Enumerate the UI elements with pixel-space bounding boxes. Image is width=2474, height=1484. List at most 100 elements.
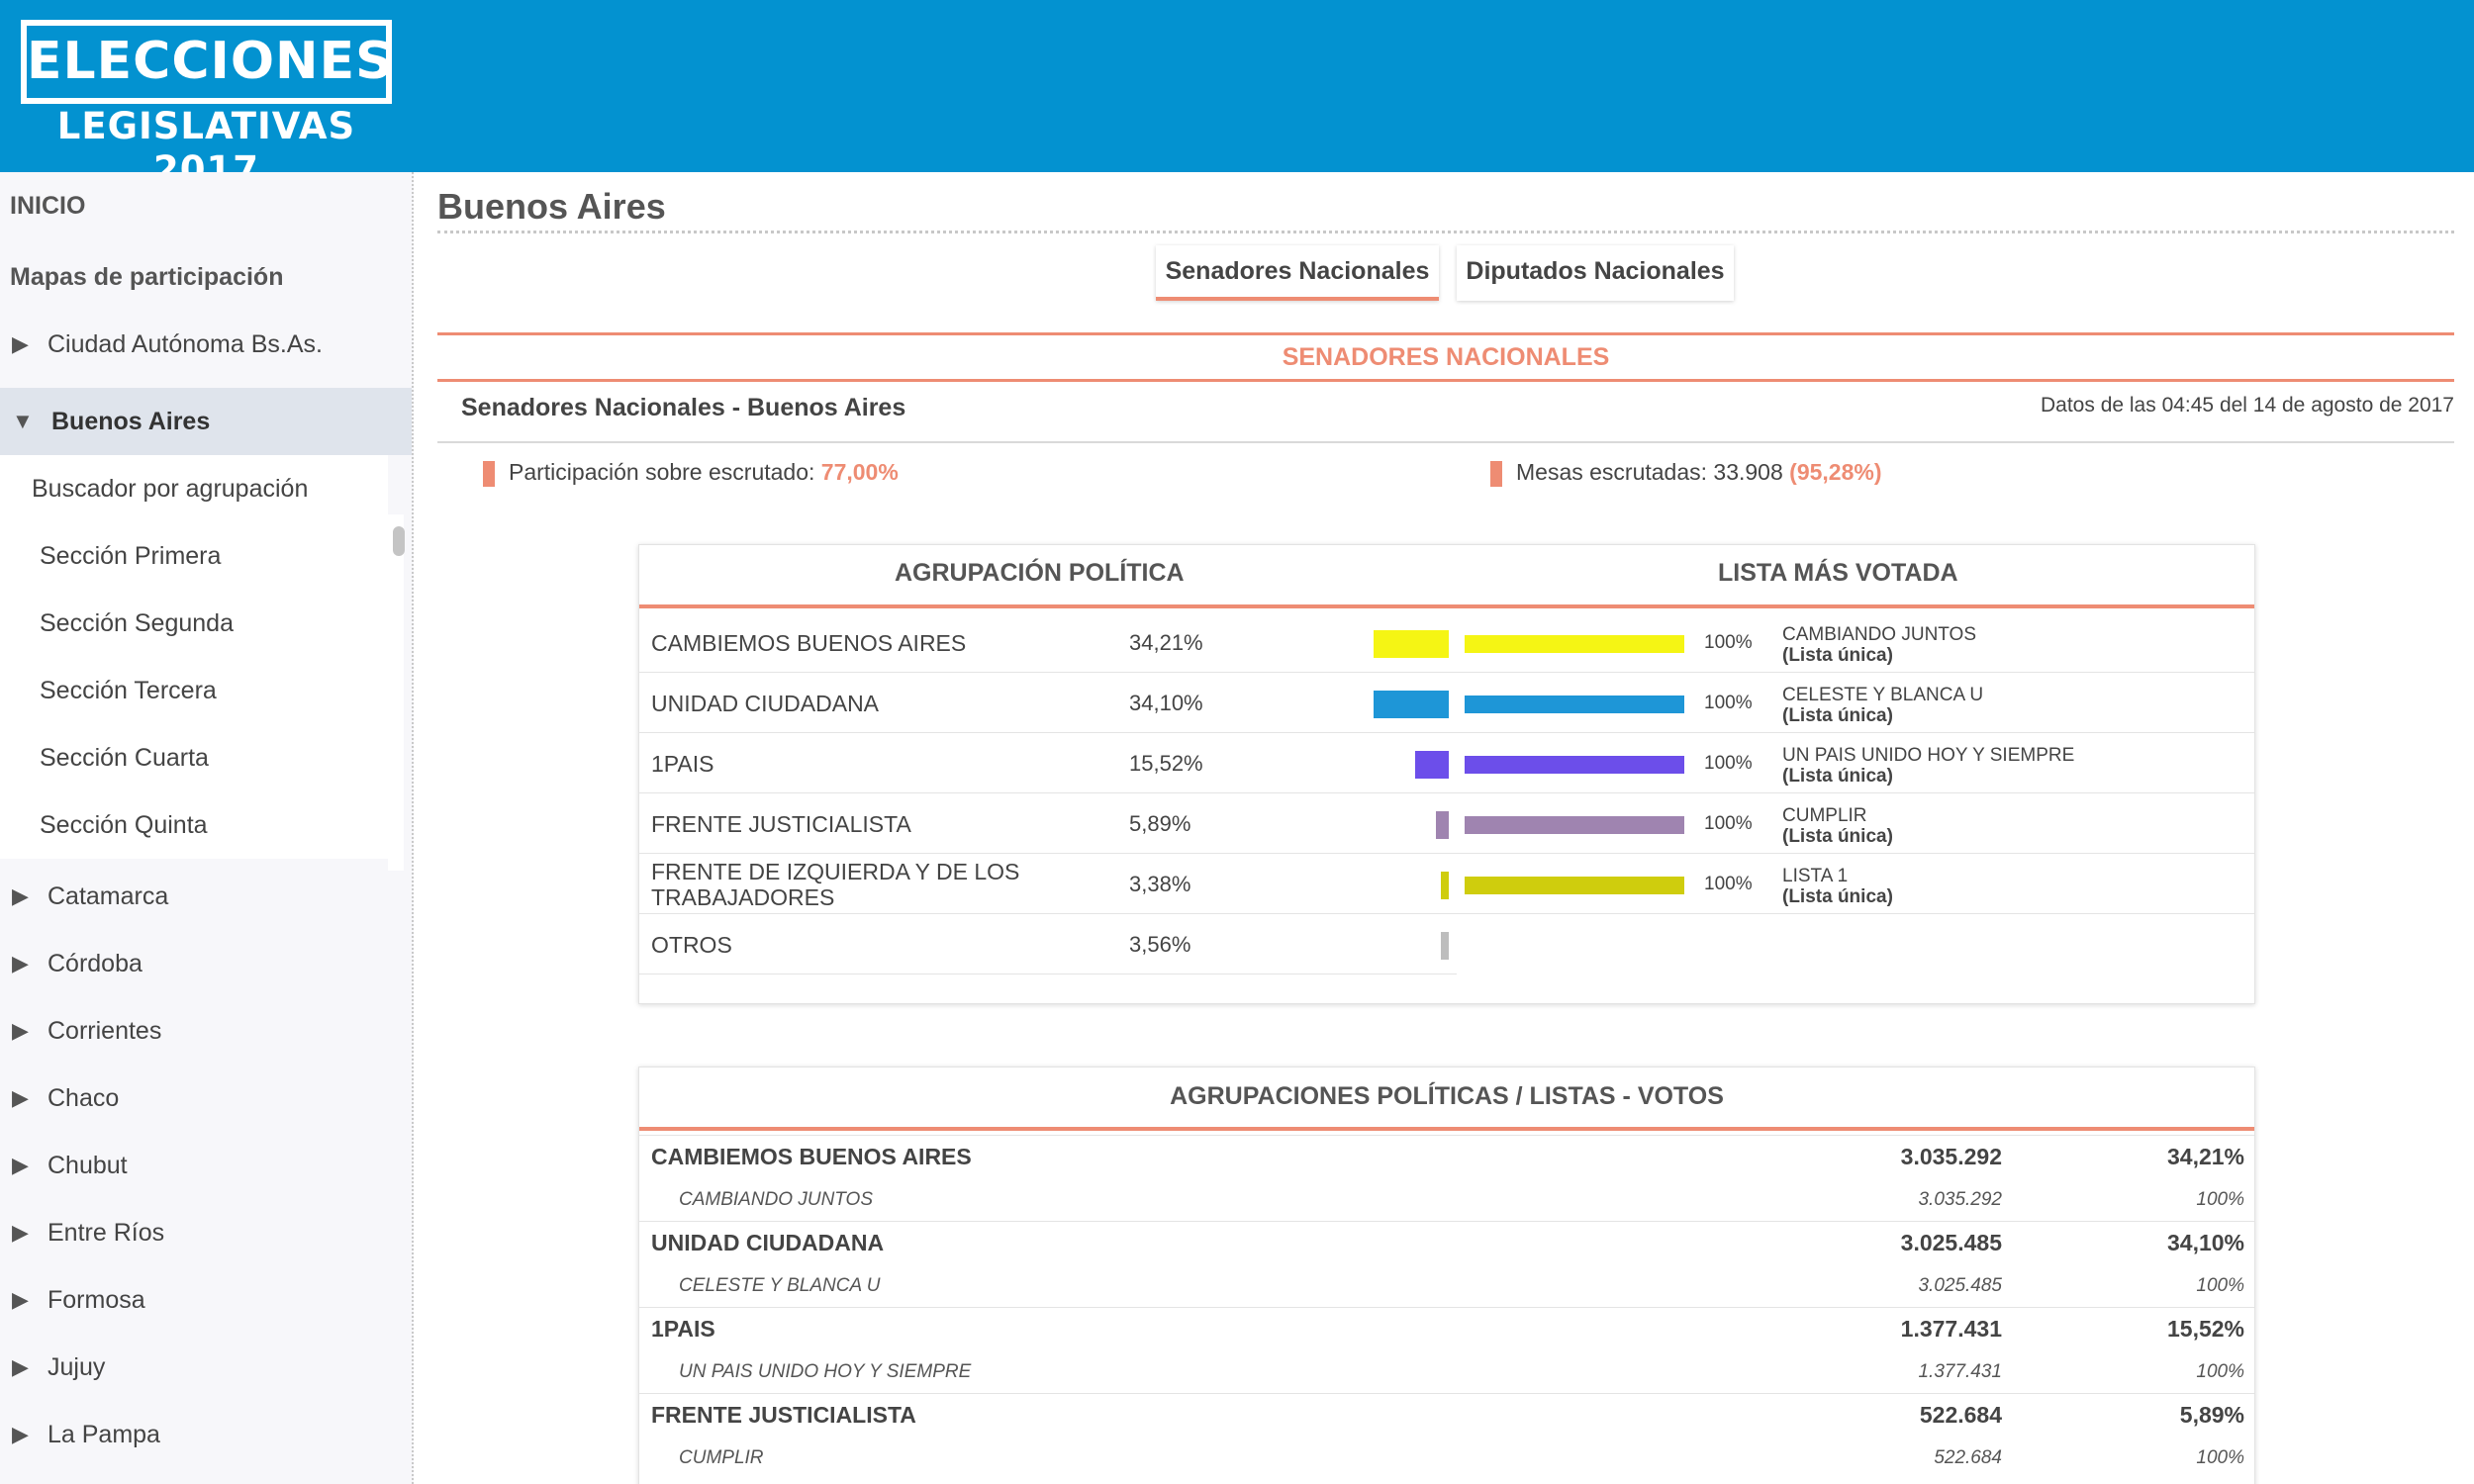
list-name: CELESTE Y BLANCA U: [1782, 685, 1984, 705]
sidebar-item-buenos-aires[interactable]: ▼ Buenos Aires: [0, 388, 412, 455]
tab-senadores[interactable]: Senadores Nacionales: [1156, 245, 1439, 301]
votes-count: 3.025.485: [1918, 1275, 2002, 1296]
sidebar-item-province[interactable]: ▶ Entre Ríos: [0, 1199, 412, 1266]
votes-list-row[interactable]: CELESTE Y BLANCA U 3.025.485 100%: [639, 1264, 2254, 1307]
section-header: SENADORES NACIONALES: [437, 332, 2454, 382]
triangle-right-icon: ▶: [12, 1354, 29, 1379]
sidebar-item-seccion[interactable]: Sección Quinta: [0, 791, 388, 859]
party-share-bar: [1436, 811, 1449, 839]
results-row[interactable]: FRENTE JUSTICIALISTA 5,89% 100% CUMPLIR (Lis…: [639, 793, 2254, 854]
sidebar-item-inicio[interactable]: INICIO: [0, 172, 412, 239]
votes-list-row[interactable]: UN PAIS UNIDO HOY Y SIEMPRE 1.377.431 100%: [639, 1350, 2254, 1393]
results-row[interactable]: UNIDAD CIUDADANA 34,10% 100% CELESTE Y BLAN…: [639, 673, 2254, 733]
votes-name: CELESTE Y BLANCA U: [679, 1275, 881, 1296]
results-row[interactable]: 1PAIS 15,52% 100% UN PAIS UNIDO HOY Y SIEMP…: [639, 733, 2254, 793]
sidebar-item-label: Mapas de participación: [10, 263, 284, 291]
results-row[interactable]: CAMBIEMOS BUENOS AIRES 34,21% 100% CAMBIAND…: [639, 612, 2254, 673]
list-note: (Lista única): [1782, 645, 1893, 666]
sidebar-item-label: Sección Primera: [40, 542, 222, 570]
votes-list-row[interactable]: CAMBIANDO JUNTOS 3.035.292 100%: [639, 1178, 2254, 1221]
votes-name: 1PAIS: [651, 1316, 715, 1342]
triangle-right-icon: ▶: [12, 1287, 29, 1312]
votes-name: FRENTE JUSTICIALISTA: [651, 1402, 916, 1428]
sidebar-item-province[interactable]: ▶ Formosa: [0, 1266, 412, 1334]
list-note: (Lista única): [1782, 826, 1893, 847]
votes-count: 1.377.431: [1900, 1316, 2002, 1342]
list-pct: 100%: [1704, 753, 1753, 774]
votes-count: 1.377.431: [1918, 1361, 2002, 1382]
sidebar-item-province[interactable]: ▶ La Pampa: [0, 1401, 412, 1468]
votes-party-row[interactable]: FRENTE JUSTICIALISTA 522.684 5,89%: [639, 1393, 2254, 1436]
sidebar-item-province[interactable]: ▶ Córdoba: [0, 930, 412, 997]
sidebar-item-province[interactable]: ▶ Chubut: [0, 1132, 412, 1199]
votes-party-row[interactable]: UNIDAD CIUDADANA 3.025.485 34,10%: [639, 1221, 2254, 1263]
votes-party-row[interactable]: 1PAIS 1.377.431 15,52%: [639, 1307, 2254, 1349]
triangle-right-icon: ▶: [12, 1422, 29, 1446]
sidebar-item-label: Catamarca: [48, 882, 169, 910]
triangle-down-icon: ▼: [12, 409, 34, 433]
party-share-bar: [1374, 630, 1449, 658]
votes-name: CUMPLIR: [679, 1447, 764, 1468]
sidebar-item-label: Entre Ríos: [48, 1219, 165, 1247]
sidebar-item-label: Buscador por agrupación: [32, 475, 309, 503]
list-name-block: UN PAIS UNIDO HOY Y SIEMPRE (Lista única): [1782, 745, 2074, 787]
votes-count: 522.684: [1934, 1447, 2002, 1468]
sidebar-item-label: INICIO: [10, 192, 86, 220]
votes-list-row[interactable]: CUMPLIR 522.684 100%: [639, 1437, 2254, 1479]
sidebar-item-province[interactable]: ▶ Jujuy: [0, 1334, 412, 1401]
votes-party-row[interactable]: CAMBIEMOS BUENOS AIRES 3.035.292 34,21%: [639, 1135, 2254, 1177]
sidebar-item-label: Ciudad Autónoma Bs.As.: [48, 330, 323, 358]
sidebar-item-buscador[interactable]: Buscador por agrupación: [0, 455, 388, 522]
list-note: (Lista única): [1782, 766, 1893, 787]
sidebar-item-label: Corrientes: [48, 1017, 162, 1045]
party-share-bar: [1415, 751, 1449, 779]
party-pct: 34,10%: [1129, 691, 1203, 715]
list-pct: 100%: [1704, 813, 1753, 834]
sidebar-scroll-track[interactable]: [388, 514, 404, 871]
votes-count: 3.025.485: [1900, 1230, 2002, 1255]
header: ELECCIONES LEGISLATIVAS 2017: [0, 0, 2474, 191]
votes-table-header: AGRUPACIONES POLÍTICAS / LISTAS - VOTOS: [639, 1067, 2254, 1131]
sidebar-item-mapas[interactable]: Mapas de participación: [0, 243, 412, 311]
votes-pct: 100%: [2196, 1275, 2244, 1296]
sidebar-scroll-thumb[interactable]: [393, 526, 405, 556]
party-name: 1PAIS: [651, 750, 714, 777]
results-row[interactable]: FRENTE DE IZQUIERDA Y DE LOS TRABAJADORE…: [639, 854, 2254, 914]
sidebar-item-label: Sección Tercera: [40, 677, 217, 704]
sidebar-item-label: Sección Cuarta: [40, 744, 209, 772]
bullet-marker: [483, 460, 495, 487]
sidebar-item-province[interactable]: ▶ Catamarca: [0, 863, 412, 930]
votes-count: 3.035.292: [1918, 1189, 2002, 1210]
votes-name: CAMBIEMOS BUENOS AIRES: [651, 1144, 972, 1169]
party-name: FRENTE DE IZQUIERDA Y DE LOS TRABAJADORE…: [651, 858, 1020, 910]
party-share-bar: [1374, 691, 1449, 718]
sidebar-item-seccion[interactable]: Sección Segunda: [0, 590, 388, 657]
votes-name: UN PAIS UNIDO HOY Y SIEMPRE: [679, 1361, 972, 1382]
votes-pct: 100%: [2196, 1189, 2244, 1210]
sidebar-item-caba[interactable]: ▶ Ciudad Autónoma Bs.As.: [0, 311, 412, 378]
triangle-right-icon: ▶: [12, 1220, 29, 1245]
list-note: (Lista única): [1782, 705, 1893, 726]
triangle-right-icon: ▶: [12, 1085, 29, 1110]
triangle-right-icon: ▶: [12, 883, 29, 908]
votes-pct: 100%: [2196, 1361, 2244, 1382]
votes-pct: 34,21%: [2166, 1144, 2244, 1169]
votes-pct: 100%: [2196, 1447, 2244, 1468]
list-name: CUMPLIR: [1782, 805, 1867, 826]
tab-diputados[interactable]: Diputados Nacionales: [1457, 245, 1734, 301]
sidebar-item-seccion[interactable]: Sección Tercera: [0, 657, 388, 724]
votes-count: 3.035.292: [1900, 1144, 2002, 1169]
party-name: FRENTE JUSTICIALISTA: [651, 810, 911, 837]
elecciones-logo[interactable]: ELECCIONES LEGISLATIVAS 2017: [21, 20, 393, 191]
votes-pct: 34,10%: [2166, 1230, 2244, 1255]
page-title: Buenos Aires: [437, 186, 666, 227]
list-share-bar: [1465, 696, 1684, 713]
sidebar-item-province[interactable]: ▶ Corrientes: [0, 997, 412, 1065]
sidebar-item-seccion[interactable]: Sección Cuarta: [0, 724, 388, 791]
votes-table: AGRUPACIONES POLÍTICAS / LISTAS - VOTOS …: [638, 1067, 2255, 1484]
sidebar-item-province[interactable]: ▶ Chaco: [0, 1065, 412, 1132]
results-row[interactable]: OTROS 3,56%: [639, 914, 1457, 974]
sidebar-item-seccion[interactable]: Sección Primera: [0, 522, 388, 590]
party-pct: 15,52%: [1129, 751, 1203, 776]
title-divider: [437, 231, 2454, 233]
